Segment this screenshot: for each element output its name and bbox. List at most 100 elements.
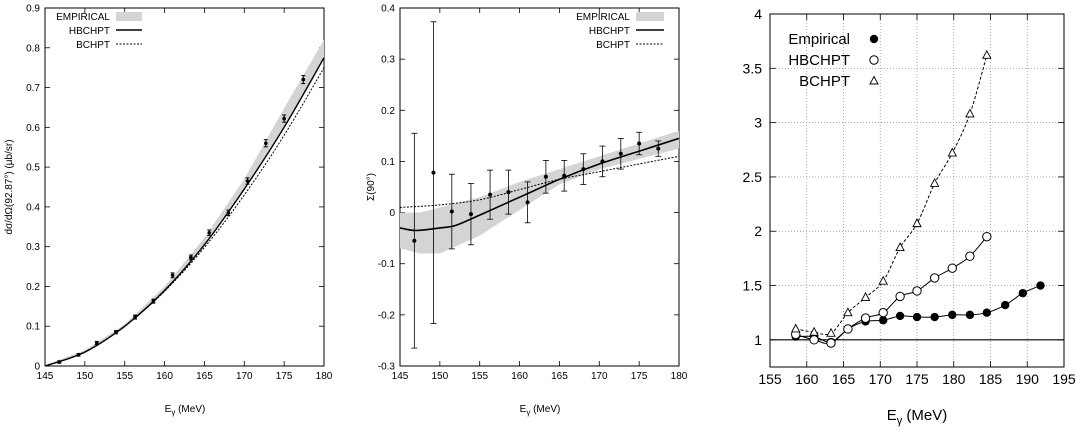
x-tick-label: 180 bbox=[671, 371, 688, 382]
legend-label: EMPIRICAL bbox=[576, 12, 630, 23]
marker-bchpt bbox=[878, 275, 888, 285]
data-point bbox=[618, 151, 623, 156]
x-tick-label: 145 bbox=[392, 371, 409, 382]
legend-label: BCHPT bbox=[596, 40, 630, 51]
data-point bbox=[525, 200, 530, 205]
marker-empirical bbox=[1018, 288, 1028, 298]
data-point bbox=[506, 190, 511, 195]
x-tick-label: 155 bbox=[116, 371, 133, 382]
x-tick-label: 160 bbox=[156, 371, 173, 382]
legend-marker bbox=[869, 55, 879, 65]
legend-marker bbox=[869, 75, 879, 85]
y-tick-label: 3.5 bbox=[743, 60, 763, 76]
data-point bbox=[207, 230, 212, 235]
legend-label: HBCHPT bbox=[69, 26, 110, 37]
x-tick-label: 150 bbox=[432, 371, 449, 382]
marker-hbchpt bbox=[947, 263, 957, 273]
series-line-bchpt bbox=[795, 55, 988, 336]
y-tick-label: 0.5 bbox=[26, 163, 40, 174]
data-point bbox=[562, 173, 567, 178]
y-tick-label: 1.5 bbox=[743, 278, 763, 294]
data-point bbox=[488, 192, 493, 197]
marker-hbchpt bbox=[843, 324, 853, 334]
data-point bbox=[76, 353, 81, 357]
y-tick-label: 3 bbox=[754, 115, 762, 131]
data-point bbox=[581, 167, 586, 172]
marker-hbchpt bbox=[895, 291, 905, 302]
marker-empirical bbox=[965, 310, 975, 320]
data-point bbox=[114, 330, 118, 334]
empirical-band bbox=[400, 130, 679, 254]
x-tick-label: 175 bbox=[631, 371, 648, 382]
x-tick-label: 155 bbox=[471, 371, 488, 382]
y-tick-label: 0.3 bbox=[26, 242, 40, 253]
x-tick-label: 170 bbox=[591, 371, 608, 382]
y-tick-label: 4 bbox=[754, 6, 762, 22]
marker-hbchpt bbox=[929, 273, 940, 283]
marker-empirical bbox=[1036, 281, 1045, 290]
data-point bbox=[656, 146, 661, 151]
y-tick-label: 0 bbox=[389, 208, 395, 219]
data-point bbox=[189, 255, 193, 260]
data-point bbox=[133, 315, 137, 319]
marker-hbchpt bbox=[860, 313, 871, 323]
y-tick-label: 0.3 bbox=[381, 55, 395, 66]
x-tick-label: 195 bbox=[1052, 371, 1076, 387]
legend-label: HBCHPT bbox=[589, 26, 630, 37]
y-tick-label: 0.6 bbox=[26, 123, 40, 134]
x-tick-label: 175 bbox=[905, 371, 929, 387]
y-tick-label: 0.8 bbox=[26, 43, 40, 54]
x-tick-label: 190 bbox=[1016, 371, 1040, 387]
y-tick-label: 1 bbox=[754, 332, 762, 348]
x-tick-label: 150 bbox=[77, 371, 94, 382]
marker-bchpt bbox=[860, 292, 871, 301]
marker-bchpt bbox=[809, 326, 819, 336]
data-point bbox=[226, 211, 231, 215]
marker-bchpt bbox=[965, 108, 975, 118]
data-point bbox=[468, 212, 473, 217]
data-point bbox=[57, 360, 62, 364]
marker-empirical bbox=[1001, 300, 1010, 310]
x-tick-label: 185 bbox=[979, 371, 1003, 387]
y-tick-label: -0.2 bbox=[378, 310, 396, 321]
y-axis-label: Σ(90°) bbox=[366, 173, 377, 201]
x-axis-label: Eγ (MeV) bbox=[165, 404, 206, 417]
legend-swatch-empirical bbox=[116, 12, 142, 21]
x-tick-label: 160 bbox=[795, 371, 819, 387]
data-point bbox=[431, 170, 436, 175]
marker-empirical bbox=[948, 310, 957, 320]
y-axis-label: dσ/dΩ(92.87°) (μb/sr) bbox=[4, 139, 15, 234]
data-point bbox=[412, 238, 417, 243]
marker-bchpt bbox=[912, 218, 922, 228]
marker-bchpt bbox=[790, 323, 801, 333]
x-tick-label: 165 bbox=[832, 371, 856, 387]
marker-empirical bbox=[878, 316, 888, 325]
y-tick-label: 0.1 bbox=[381, 157, 395, 168]
marker-hbchpt bbox=[878, 307, 888, 318]
x-tick-label: 155 bbox=[758, 371, 782, 387]
x-tick-label: 165 bbox=[196, 371, 213, 382]
data-point bbox=[264, 141, 268, 146]
x-tick-label: 170 bbox=[869, 371, 893, 387]
x-tick-label: 145 bbox=[37, 371, 54, 382]
y-tick-label: 2 bbox=[754, 223, 762, 239]
marker-hbchpt bbox=[809, 335, 819, 345]
data-point bbox=[245, 179, 250, 183]
panel-ratio: 155 160 165 170 175 180 185 190 195 1 1.5 2 2.5 3 3.5 4… bbox=[743, 6, 1076, 427]
x-tick-label: 180 bbox=[316, 371, 333, 382]
data-point bbox=[170, 273, 175, 278]
marker-bchpt bbox=[843, 307, 853, 317]
data-point bbox=[637, 141, 642, 146]
series-line-bchpt bbox=[399, 155, 680, 208]
x-tick-label: 180 bbox=[942, 371, 966, 387]
marker-hbchpt bbox=[912, 286, 922, 296]
data-point bbox=[449, 209, 454, 214]
data-point bbox=[151, 299, 156, 303]
data-point bbox=[543, 174, 548, 179]
series-line-hbchpt bbox=[399, 137, 680, 232]
y-tick-label: 0.2 bbox=[26, 282, 40, 293]
plot-frame bbox=[399, 7, 680, 367]
marker-bchpt bbox=[826, 327, 836, 337]
series-line-hbchpt bbox=[795, 236, 988, 345]
x-axis-label: Eγ (MeV) bbox=[520, 404, 561, 417]
